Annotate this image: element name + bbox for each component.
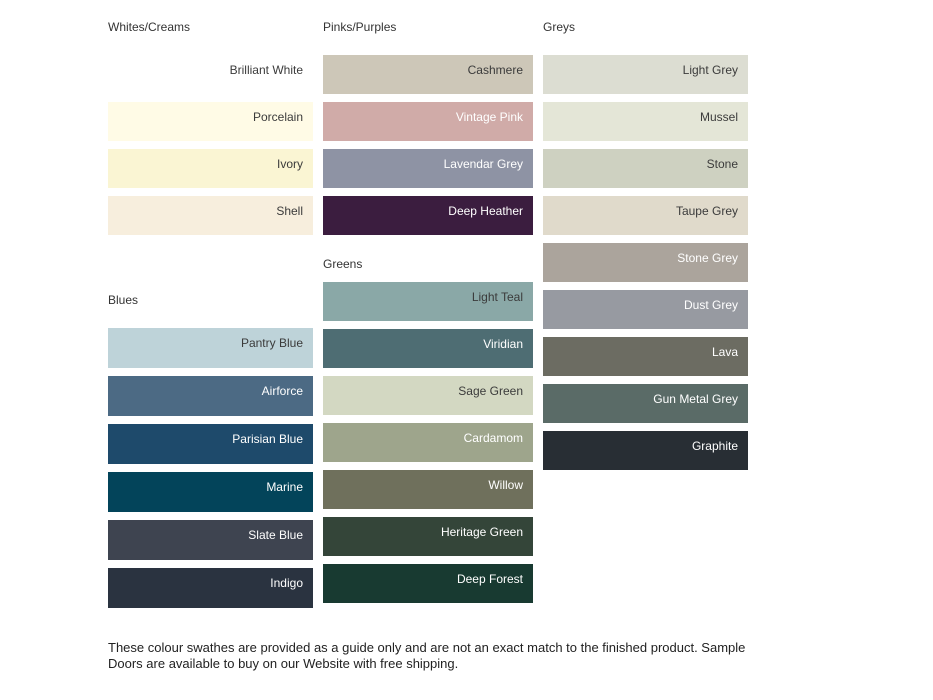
group-whites-creams: Whites/Creams Brilliant White Porcelain Ivo… — [108, 20, 313, 235]
palette-columns: Whites/Creams Brilliant White Porcelain Ivo… — [108, 20, 748, 616]
swatch-label-vintage-pink: Vintage Pink — [455, 110, 523, 124]
palette-column-2: Pinks/Purples Cashmere Vintage Pink Lavenda… — [323, 20, 533, 611]
swatch-cardamom: Cardamom — [323, 423, 533, 462]
palette-column-1: Whites/Creams Brilliant White Porcelain Ivo… — [108, 20, 313, 616]
swatch-label-deep-forest: Deep Forest — [456, 572, 523, 586]
footnote: These colour swathes are provided as a g… — [108, 640, 768, 672]
swatch-label-viridian: Viridian — [483, 337, 523, 351]
swatch-label-graphite: Graphite — [691, 439, 738, 453]
swatch-label-light-teal: Light Teal — [471, 290, 523, 304]
swatch-label-sage-green: Sage Green — [458, 384, 523, 398]
swatch-label-lavendar-grey: Lavendar Grey — [443, 157, 523, 171]
swatch-heritage-green: Heritage Green — [323, 517, 533, 556]
swatch-label-dust-grey: Dust Grey — [683, 298, 738, 312]
swatch-stone: Stone — [543, 149, 748, 188]
swatch-label-deep-heather: Deep Heather — [448, 204, 523, 218]
swatch-label-lava: Lava — [711, 345, 738, 359]
swatch-label-heritage-green: Heritage Green — [440, 525, 523, 539]
group-greens: Greens Light Teal Viridian Sage Green Cardam… — [323, 257, 533, 603]
swatch-label-marine: Marine — [266, 480, 303, 494]
swatch-stone-grey: Stone Grey — [543, 243, 748, 282]
swatch-cashmere: Cashmere — [323, 55, 533, 94]
swatch-brilliant-white: Brilliant White — [108, 55, 313, 94]
swatch-label-cardamom: Cardamom — [463, 431, 523, 445]
swatch-indigo: Indigo — [108, 568, 313, 608]
swatch-label-stone: Stone — [706, 157, 738, 171]
swatch-label-indigo: Indigo — [270, 576, 303, 590]
swatch-label-gun-metal-grey: Gun Metal Grey — [653, 392, 738, 406]
swatch-dust-grey: Dust Grey — [543, 290, 748, 329]
swatch-label-porcelain: Porcelain — [252, 110, 303, 124]
swatch-deep-forest: Deep Forest — [323, 564, 533, 603]
group-header-blues: Blues — [108, 293, 139, 307]
swatch-slate-blue: Slate Blue — [108, 520, 313, 560]
swatch-label-cashmere: Cashmere — [467, 63, 523, 77]
swatch-light-grey: Light Grey — [543, 55, 748, 94]
group-header-pinks-purples: Pinks/Purples — [323, 20, 397, 34]
group-greys: Greys Light Grey Mussel Stone Taupe Grey Ston… — [543, 20, 748, 470]
group-pinks-purples: Pinks/Purples Cashmere Vintage Pink Lavenda… — [323, 20, 533, 235]
swatch-willow: Willow — [323, 470, 533, 509]
swatch-label-shell: Shell — [276, 204, 303, 218]
swatch-label-slate-blue: Slate Blue — [248, 528, 303, 542]
swatch-label-brilliant-white: Brilliant White — [229, 63, 303, 77]
swatch-viridian: Viridian — [323, 329, 533, 368]
swatch-mussel: Mussel — [543, 102, 748, 141]
swatch-pantry-blue: Pantry Blue — [108, 328, 313, 368]
swatch-deep-heather: Deep Heather — [323, 196, 533, 235]
swatch-marine: Marine — [108, 472, 313, 512]
swatch-porcelain: Porcelain — [108, 102, 313, 141]
swatch-taupe-grey: Taupe Grey — [543, 196, 748, 235]
swatch-gun-metal-grey: Gun Metal Grey — [543, 384, 748, 423]
group-header-greys: Greys — [543, 20, 576, 34]
swatch-label-taupe-grey: Taupe Grey — [675, 204, 738, 218]
group-header-greens: Greens — [323, 257, 363, 271]
footnote-line-2: Doors are available to buy on our Websit… — [108, 656, 459, 671]
swatch-label-parisian-blue: Parisian Blue — [232, 432, 303, 446]
swatch-graphite: Graphite — [543, 431, 748, 470]
swatch-label-mussel: Mussel — [699, 110, 738, 124]
palette-column-3: Greys Light Grey Mussel Stone Taupe Grey Ston… — [543, 20, 748, 478]
group-blues: Blues Pantry Blue Airforce Parisian Blue Mar… — [108, 293, 313, 608]
swatch-vintage-pink: Vintage Pink — [323, 102, 533, 141]
swatch-parisian-blue: Parisian Blue — [108, 424, 313, 464]
swatch-label-stone-grey: Stone Grey — [677, 251, 738, 265]
swatch-label-light-grey: Light Grey — [682, 63, 738, 77]
swatch-ivory: Ivory — [108, 149, 313, 188]
swatch-lava: Lava — [543, 337, 748, 376]
group-header-whites-creams: Whites/Creams — [108, 20, 191, 34]
swatch-sage-green: Sage Green — [323, 376, 533, 415]
swatch-lavendar-grey: Lavendar Grey — [323, 149, 533, 188]
swatch-shell: Shell — [108, 196, 313, 235]
swatch-label-pantry-blue: Pantry Blue — [240, 336, 303, 350]
footnote-line-1: These colour swathes are provided as a g… — [108, 640, 746, 655]
swatch-label-airforce: Airforce — [261, 384, 303, 398]
swatch-airforce: Airforce — [108, 376, 313, 416]
swatch-label-ivory: Ivory — [276, 157, 303, 171]
swatch-light-teal: Light Teal — [323, 282, 533, 321]
swatch-label-willow: Willow — [488, 478, 523, 492]
